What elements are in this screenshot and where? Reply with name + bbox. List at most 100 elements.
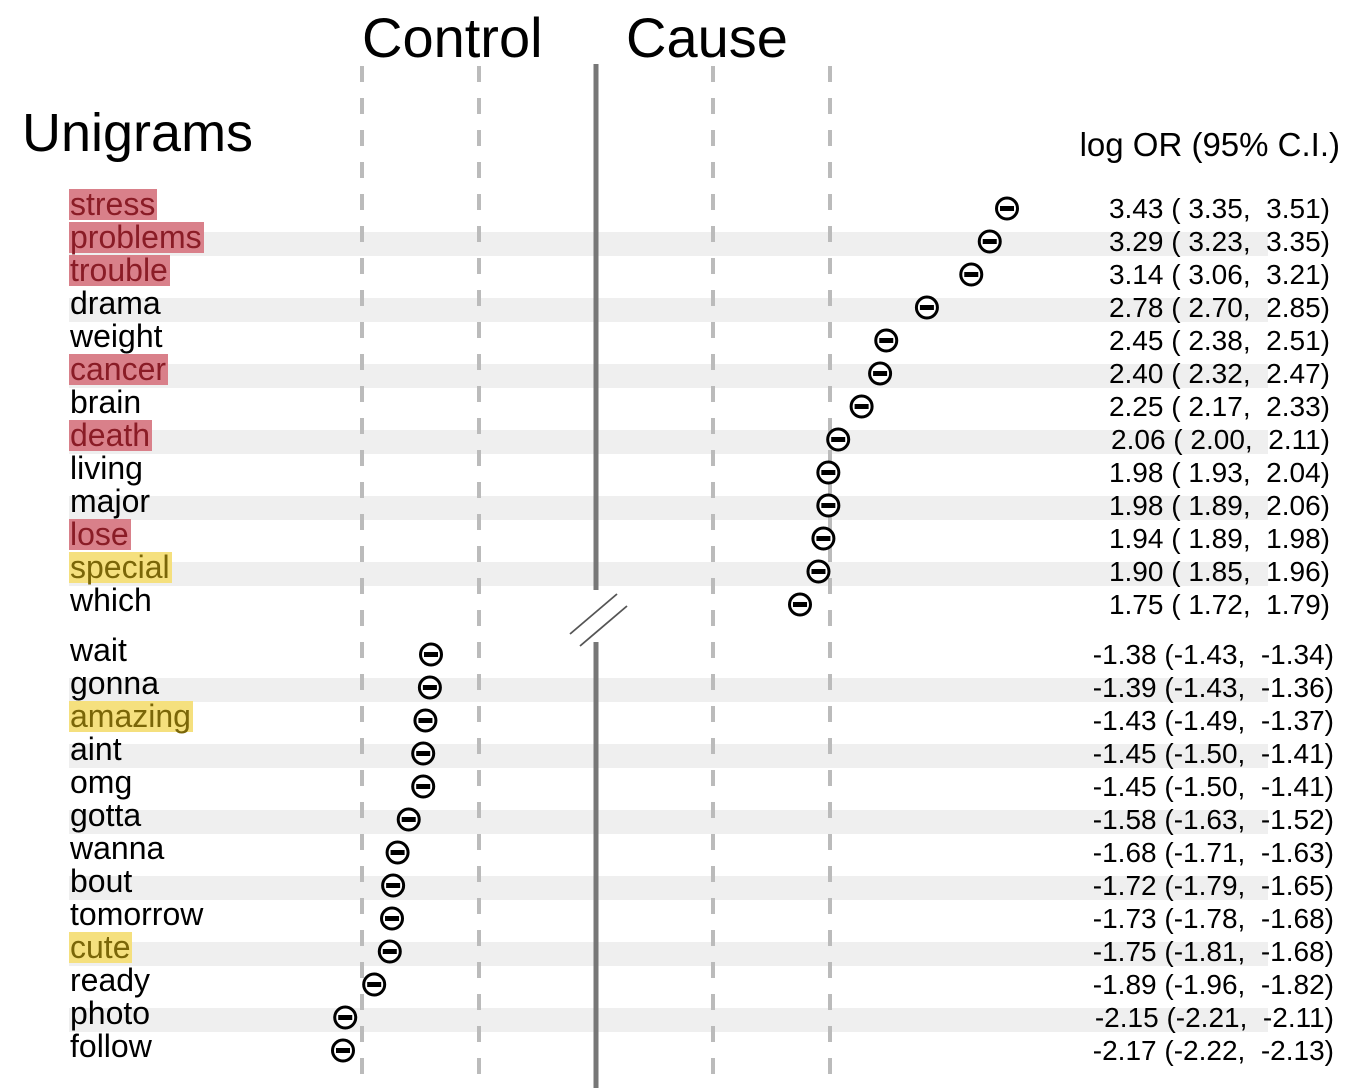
- point-marker-problems: [977, 229, 1002, 254]
- point-marker-living: [816, 460, 841, 485]
- or-value-ready: -1.89 (-1.96, -1.82): [1092, 969, 1334, 1000]
- grid-lines: [360, 66, 832, 1078]
- or-value-amazing: -1.43 (-1.49, -1.37): [1092, 705, 1334, 736]
- word-label-special: special: [69, 549, 172, 585]
- word-label-wait: wait: [70, 632, 127, 668]
- word-label-bout: bout: [70, 863, 133, 899]
- word-label-brain: brain: [70, 384, 142, 420]
- word-label-ready: ready: [70, 962, 151, 998]
- or-value-gotta: -1.58 (-1.63, -1.52): [1092, 804, 1334, 835]
- word-label-omg: omg: [70, 764, 133, 800]
- point-marker-omg: [411, 774, 436, 799]
- point-marker-bout: [381, 873, 406, 898]
- point-marker-gonna: [417, 675, 442, 700]
- row-stripe: [69, 430, 1268, 454]
- word-label-aint: aint: [70, 731, 122, 767]
- point-marker-gotta: [396, 807, 421, 832]
- point-marker-weight: [874, 328, 899, 353]
- word-label-which: which: [70, 582, 152, 618]
- point-markers: [331, 196, 1019, 1063]
- or-value-brain: 2.25 ( 2.17, 2.33): [1108, 391, 1330, 422]
- word-label-gonna: gonna: [70, 665, 159, 701]
- or-value-major: 1.98 ( 1.89, 2.06): [1108, 490, 1330, 521]
- row-stripe: [69, 942, 1268, 966]
- or-value-lose: 1.94 ( 1.89, 1.98): [1108, 523, 1330, 554]
- word-label-photo: photo: [70, 995, 151, 1031]
- or-value-drama: 2.78 ( 2.70, 2.85): [1108, 292, 1330, 323]
- row-stripe: [69, 1008, 1268, 1032]
- row-stripe: [69, 562, 1268, 586]
- word-label-stress: stress: [69, 186, 158, 222]
- or-value-cute: -1.75 (-1.81, -1.68): [1092, 936, 1334, 967]
- axis-break-mark-2: [579, 605, 628, 647]
- point-marker-special: [806, 559, 831, 584]
- row-stripes: [69, 232, 1268, 1032]
- row-stripe: [69, 364, 1268, 388]
- or-value-stress: 3.43 ( 3.35, 3.51): [1108, 193, 1330, 224]
- axis-break-mark-1: [569, 593, 618, 635]
- word-label-weight: weight: [70, 318, 163, 354]
- or-column-header: log OR (95% C.I.): [1079, 126, 1340, 163]
- point-marker-follow: [331, 1038, 355, 1063]
- row-stripe: [69, 876, 1268, 900]
- or-value-omg: -1.45 (-1.50, -1.41): [1092, 771, 1334, 802]
- or-value-bout: -1.72 (-1.79, -1.65): [1092, 870, 1334, 901]
- word-label-wanna: wanna: [70, 830, 165, 866]
- or-value-weight: 2.45 ( 2.38, 2.51): [1108, 325, 1330, 356]
- point-marker-drama: [914, 295, 939, 320]
- or-value-living: 1.98 ( 1.93, 2.04): [1108, 457, 1330, 488]
- or-value-trouble: 3.14 ( 3.06, 3.21): [1108, 259, 1330, 290]
- or-value-wanna: -1.68 (-1.71, -1.63): [1092, 837, 1334, 868]
- point-marker-tomorrow: [380, 906, 405, 931]
- cause-heading: Cause: [626, 6, 788, 69]
- point-marker-wait: [419, 642, 443, 667]
- or-value-tomorrow: -1.73 (-1.78, -1.68): [1092, 903, 1334, 934]
- section-title: Unigrams: [22, 103, 254, 163]
- or-value-death: 2.06 ( 2.00, 2.11): [1111, 424, 1330, 455]
- point-marker-which: [788, 592, 812, 617]
- point-marker-major: [816, 493, 841, 518]
- or-value-which: 1.75 ( 1.72, 1.79): [1108, 589, 1330, 620]
- word-label-follow: follow: [70, 1028, 152, 1064]
- row-stripe: [69, 810, 1268, 834]
- row-stripe: [69, 232, 1268, 256]
- point-marker-amazing: [413, 708, 438, 733]
- word-label-problems: problems: [69, 219, 204, 255]
- row-stripe: [69, 744, 1268, 768]
- zero-axis: [569, 64, 628, 1088]
- or-value-wait: -1.38 (-1.43, -1.34): [1092, 639, 1334, 670]
- point-marker-trouble: [959, 262, 984, 287]
- word-label-drama: drama: [70, 285, 161, 321]
- point-marker-photo: [333, 1005, 358, 1030]
- or-value-cancer: 2.40 ( 2.32, 2.47): [1108, 358, 1330, 389]
- word-label-trouble: trouble: [69, 252, 170, 288]
- or-value-problems: 3.29 ( 3.23, 3.35): [1108, 226, 1330, 257]
- control-heading: Control: [362, 6, 543, 69]
- row-stripe: [69, 496, 1268, 520]
- point-marker-cute: [377, 939, 402, 964]
- point-marker-lose: [811, 526, 836, 551]
- or-value-gonna: -1.39 (-1.43, -1.36): [1092, 672, 1334, 703]
- point-marker-wanna: [385, 840, 410, 865]
- point-marker-aint: [411, 741, 436, 766]
- point-marker-cancer: [868, 361, 893, 386]
- point-marker-stress: [995, 196, 1019, 221]
- word-label-tomorrow: tomorrow: [70, 896, 204, 932]
- word-label-cute: cute: [69, 929, 133, 965]
- or-value-special: 1.90 ( 1.85, 1.96): [1108, 556, 1330, 587]
- word-label-amazing: amazing: [69, 698, 193, 734]
- point-marker-ready: [362, 972, 387, 997]
- word-label-cancer: cancer: [69, 351, 169, 387]
- row-stripe: [69, 298, 1268, 322]
- word-label-death: death: [69, 417, 153, 453]
- word-label-major: major: [70, 483, 151, 519]
- word-label-lose: lose: [69, 516, 131, 552]
- or-value-aint: -1.45 (-1.50, -1.41): [1092, 738, 1334, 769]
- word-label-living: living: [70, 450, 143, 486]
- point-marker-brain: [849, 394, 874, 419]
- row-stripe: [69, 678, 1268, 702]
- word-label-gotta: gotta: [70, 797, 142, 833]
- or-value-follow: -2.17 (-2.22, -2.13): [1092, 1035, 1334, 1066]
